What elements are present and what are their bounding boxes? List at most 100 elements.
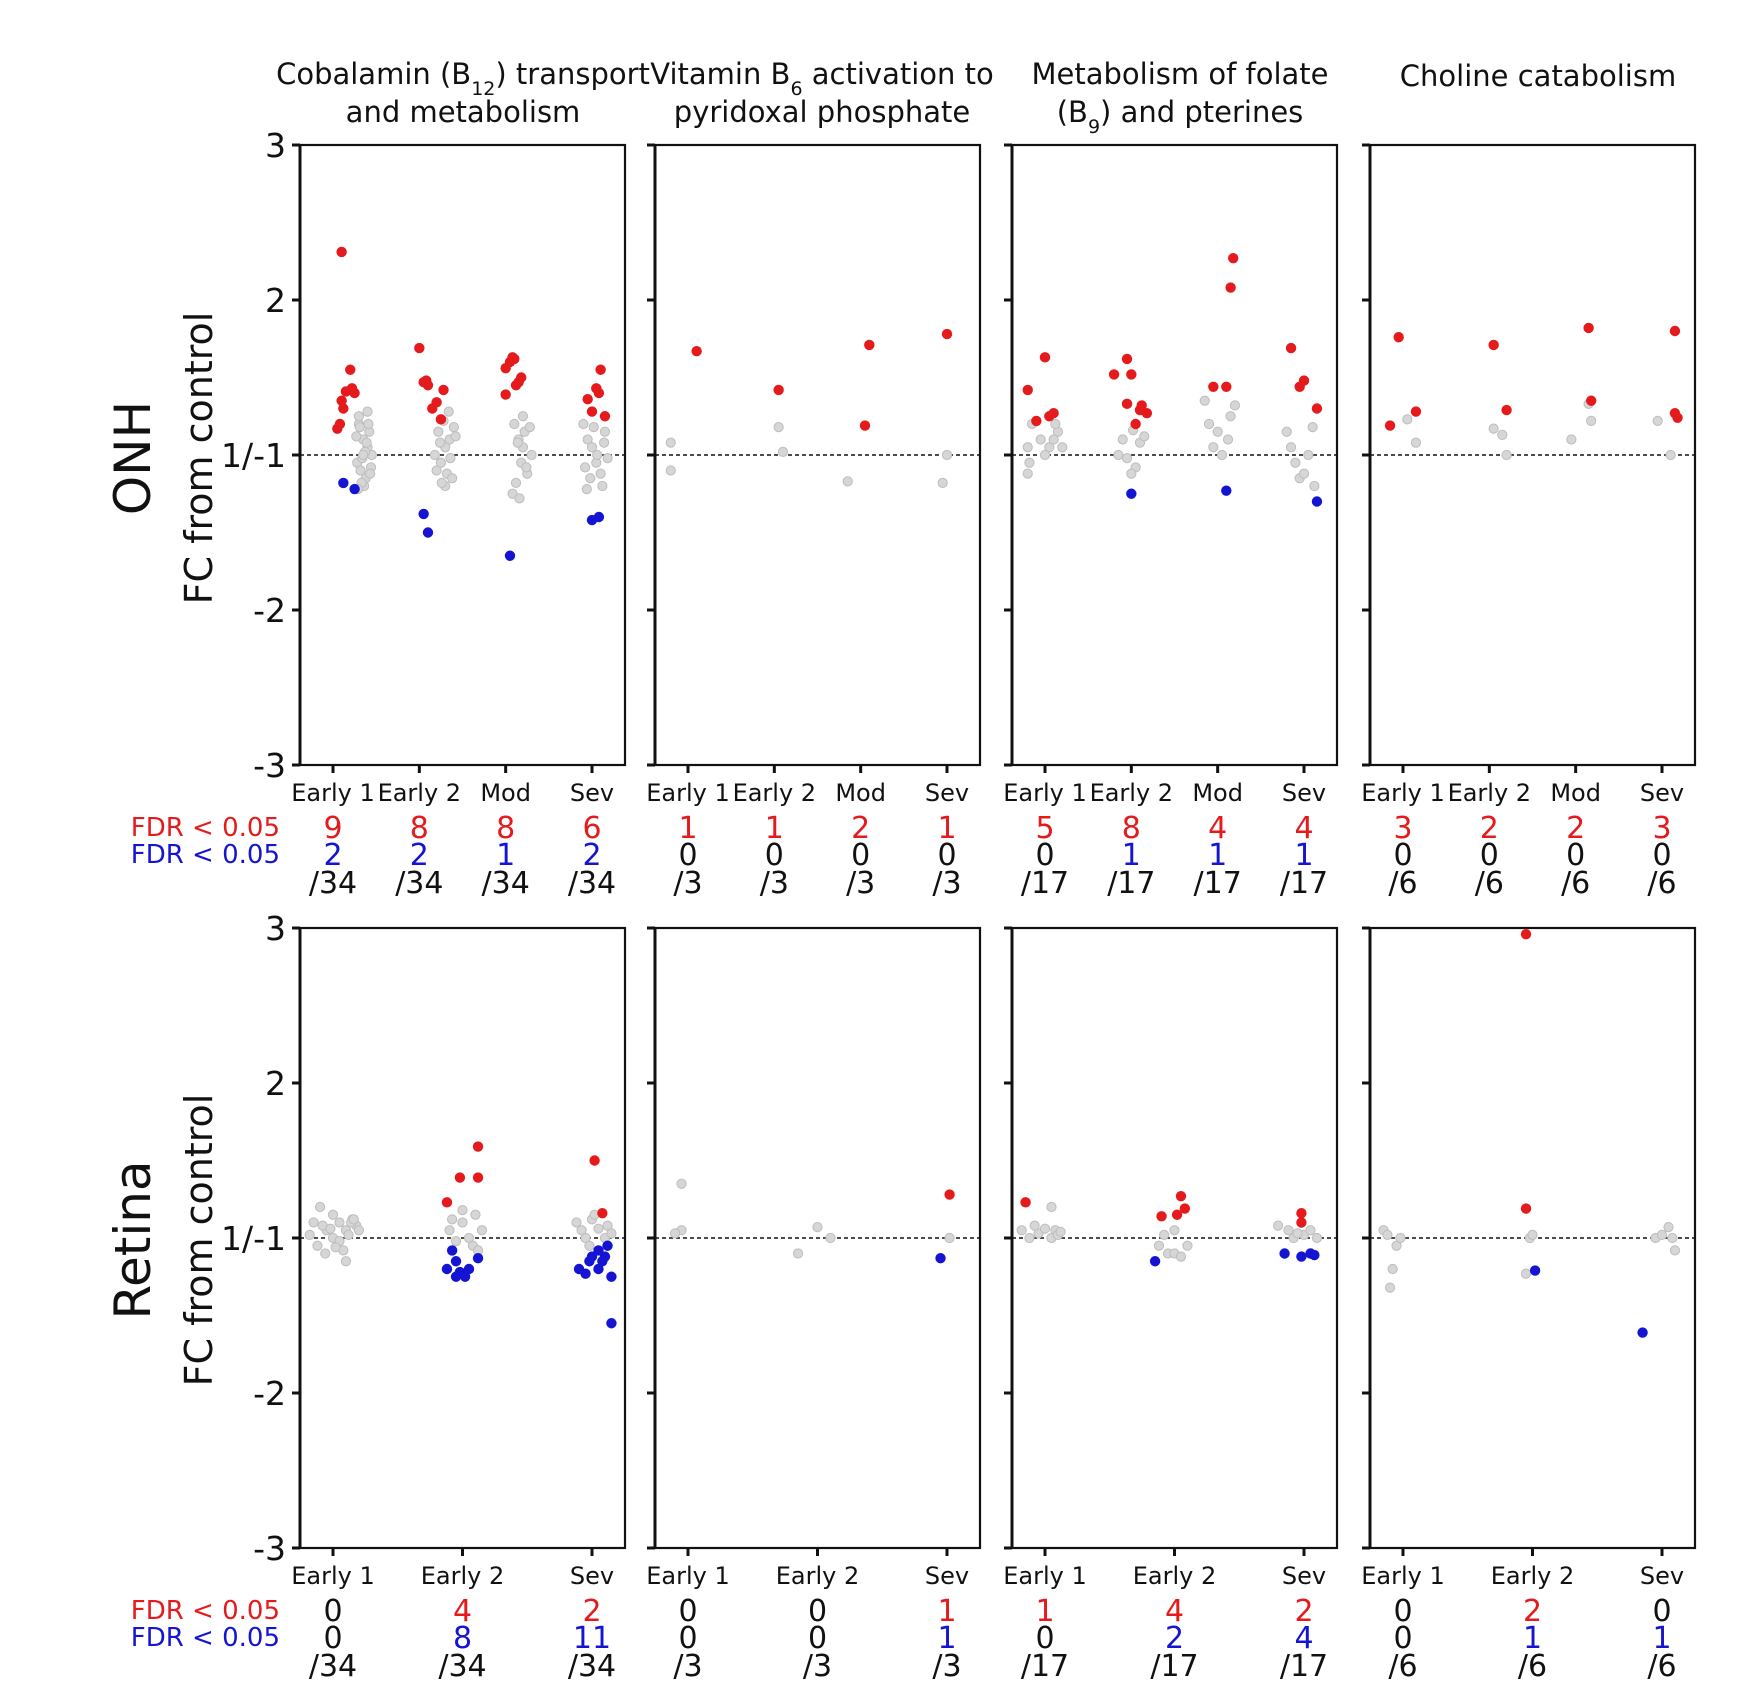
total-count: /17: [1021, 1649, 1069, 1684]
x-tick-label: Mod: [1550, 779, 1601, 807]
data-point-ns: [1121, 453, 1133, 464]
data-point-up: [1586, 395, 1597, 406]
data-point-ns: [1212, 426, 1223, 437]
y-tick-label: 2: [265, 281, 286, 320]
data-point-up: [332, 423, 343, 434]
data-point-up: [345, 364, 356, 375]
data-point-ns: [1029, 1220, 1040, 1231]
data-point-ns: [1292, 1228, 1303, 1239]
data-point-up: [509, 353, 520, 365]
data-point-ns: [792, 1248, 804, 1259]
data-point-ns: [304, 1229, 315, 1241]
data-point-down: [1296, 1251, 1307, 1262]
data-point-up: [1108, 369, 1120, 380]
data-point-down: [472, 1252, 484, 1264]
data-point-up: [500, 389, 511, 400]
data-point-ns: [1311, 1232, 1323, 1244]
sig-down-count: 4: [1294, 1621, 1313, 1656]
data-point-ns: [343, 1229, 354, 1241]
data-point-ns: [1497, 429, 1508, 440]
data-point-up: [1141, 407, 1153, 419]
data-point-up: [510, 380, 522, 391]
sig-up-count: 0: [1393, 1594, 1412, 1629]
sig-up-count: 6: [582, 811, 601, 846]
data-point-ns: [470, 1209, 481, 1220]
data-point-up: [1583, 322, 1594, 334]
data-point-up: [516, 372, 527, 383]
data-point-up: [1171, 1209, 1183, 1220]
data-point-ns: [1488, 423, 1499, 434]
sig-down-count: 0: [937, 838, 956, 873]
x-tick-label: Sev: [1282, 779, 1326, 807]
data-point-ns: [524, 422, 535, 433]
x-tick-label: Mod: [480, 779, 531, 807]
data-point-ns: [353, 411, 364, 422]
data-point-down: [446, 1245, 458, 1256]
data-point-ns: [1290, 457, 1301, 468]
data-point-ns: [1382, 1229, 1393, 1241]
data-point-down: [349, 483, 360, 495]
data-point-up: [1669, 325, 1681, 337]
y-axis-label-retina: FC from control: [177, 1094, 221, 1387]
fdr-label-up: FDR < 0.05: [131, 1596, 280, 1626]
data-point-ns: [937, 477, 948, 488]
total-count: /34: [482, 866, 530, 901]
total-count: /3: [673, 866, 702, 901]
data-point-ns: [825, 1232, 836, 1244]
data-point-ns: [1208, 442, 1219, 453]
data-point-up: [859, 420, 871, 431]
data-point-ns: [431, 465, 442, 476]
data-point-down: [459, 1271, 471, 1282]
data-point-down: [463, 1263, 475, 1275]
data-point-ns: [777, 446, 789, 457]
total-count: /34: [568, 866, 616, 901]
data-point-ns: [1022, 442, 1033, 453]
data-point-down: [1221, 485, 1232, 496]
data-point-ns: [1305, 1225, 1316, 1236]
data-point-up: [346, 383, 358, 394]
data-point-down: [593, 1245, 604, 1256]
data-point-down: [1279, 1248, 1290, 1259]
data-point-ns: [1501, 449, 1512, 461]
data-point-down: [418, 508, 429, 520]
sig-down-count: 0: [808, 1621, 827, 1656]
data-point-down: [338, 477, 349, 489]
data-point-ns: [773, 422, 784, 433]
data-point-ns: [599, 426, 611, 437]
sig-up-count: 2: [1294, 1594, 1313, 1629]
data-point-up: [336, 246, 347, 258]
total-count: /6: [1518, 1649, 1547, 1684]
sig-down-count: 1: [1652, 1621, 1671, 1656]
sig-down-count: 1: [1294, 838, 1313, 873]
data-point-ns: [1035, 434, 1046, 445]
data-point-ns: [514, 493, 525, 504]
sig-up-count: 1: [937, 1594, 956, 1629]
data-point-ns: [450, 1236, 462, 1247]
total-count: /3: [803, 1649, 832, 1684]
data-point-down: [450, 1271, 462, 1282]
data-point-ns: [363, 418, 374, 430]
column-title-vitb6: Vitamin B6 activation to: [650, 57, 993, 100]
y-tick-label: 3: [265, 909, 286, 948]
sig-down-count: 1: [937, 1621, 956, 1656]
fdr-label-up: FDR < 0.05: [131, 813, 280, 843]
total-count: /17: [1107, 866, 1155, 901]
data-point-up: [435, 414, 447, 425]
data-point-down: [504, 550, 516, 561]
data-point-ns: [1203, 418, 1215, 430]
data-point-up: [944, 1189, 955, 1200]
x-tick-label: Early 2: [776, 1562, 860, 1590]
data-point-up: [582, 394, 593, 405]
data-point-ns: [1273, 1220, 1284, 1231]
data-point-down: [602, 1240, 613, 1251]
sig-down-count: 0: [765, 838, 784, 873]
data-point-ns: [1652, 415, 1663, 426]
data-point-ns: [812, 1222, 823, 1233]
data-point-up: [1020, 1197, 1031, 1208]
data-point-ns: [1216, 449, 1228, 461]
data-point-ns: [312, 1240, 323, 1251]
